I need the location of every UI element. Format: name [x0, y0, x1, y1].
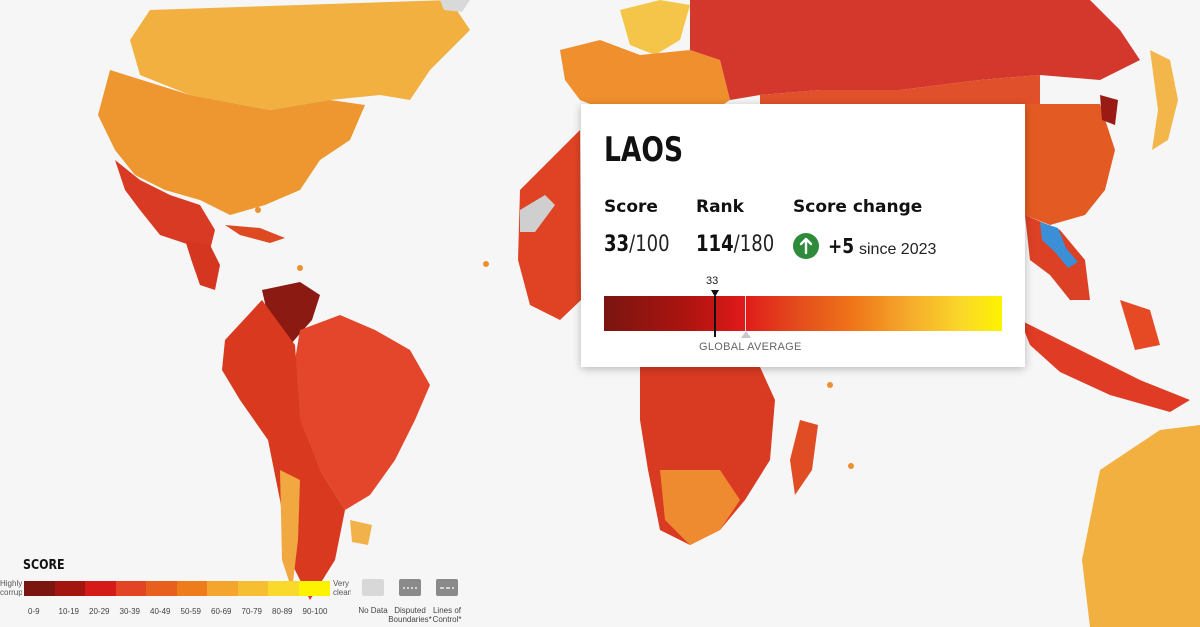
legend-swatch: [298, 581, 330, 596]
score-gradient-bar: [604, 296, 1002, 331]
score-marker-line: [714, 296, 716, 337]
country-north-korea[interactable]: [1100, 95, 1118, 125]
country-mexico[interactable]: [115, 160, 215, 250]
legend-bin-label: 50-59: [180, 607, 201, 616]
score-change-label: Score change: [793, 197, 923, 217]
island-marker[interactable]: [255, 207, 261, 213]
country-name: LAOS: [604, 130, 684, 170]
legend-swatch: [176, 581, 208, 596]
region-southern-cone[interactable]: [280, 470, 300, 590]
score-label: Score: [604, 197, 658, 217]
global-average-label: GLOBAL AVERAGE: [699, 341, 802, 353]
country-australia[interactable]: [1082, 425, 1200, 627]
island-marker[interactable]: [483, 261, 489, 267]
country-uruguay[interactable]: [350, 520, 372, 545]
region-canada-north[interactable]: [130, 0, 470, 110]
rank-value: 114/180: [696, 232, 775, 257]
legend-left-end: Highly corrupt: [0, 579, 22, 597]
global-average-line: [745, 296, 746, 331]
region-andes[interactable]: [222, 300, 345, 600]
country-china[interactable]: [1025, 104, 1115, 225]
region-central-asia[interactable]: [760, 75, 1040, 104]
legend-bin-label: 60-69: [211, 607, 232, 616]
region-southern-africa[interactable]: [660, 470, 740, 545]
country-madagascar[interactable]: [790, 420, 818, 495]
legend-bin-label: 20-29: [89, 607, 110, 616]
no-data-swatch: [362, 579, 384, 596]
legend-bin-label: 90-100: [302, 607, 328, 616]
region-central-america[interactable]: [185, 240, 220, 290]
score-marker-icon: [711, 290, 719, 297]
legend-swatch: [207, 581, 238, 596]
island-marker[interactable]: [827, 382, 833, 388]
region-indonesia[interactable]: [1020, 320, 1190, 412]
legend-swatch: [237, 581, 269, 596]
legend-swatch: [85, 581, 116, 596]
legend-swatch: [146, 581, 177, 596]
country-japan[interactable]: [1150, 50, 1178, 150]
country-laos-highlighted[interactable]: [1040, 222, 1078, 268]
region-scandinavia[interactable]: [620, 0, 690, 55]
legend-swatch: [24, 581, 55, 596]
rank-label: Rank: [696, 197, 744, 217]
country-brazil[interactable]: [290, 315, 430, 510]
legend-bin-label: 80-89: [272, 607, 293, 616]
score-change-since: since 2023: [859, 241, 937, 258]
legend-swatch: [115, 581, 147, 596]
country-russia[interactable]: [690, 0, 1140, 100]
island-marker[interactable]: [848, 463, 854, 469]
legend-disputed: Disputed Boundaries*: [388, 606, 432, 624]
score-change-value: +5: [828, 234, 855, 258]
global-average-marker: [741, 331, 751, 338]
region-southeast-asia[interactable]: [1025, 215, 1090, 300]
legend-swatch: [268, 581, 299, 596]
legend-lines-of-control: Lines of Control*: [432, 606, 462, 624]
score-value: 33/100: [604, 232, 670, 257]
legend-bin-label: 40-49: [150, 607, 171, 616]
legend-swatch: [54, 581, 86, 596]
country-usa[interactable]: [98, 70, 365, 215]
map-legend: SCORE Highly corrupt Very clean 0-9 10-19…: [0, 555, 480, 627]
legend-bin-label: 0-9: [28, 607, 40, 616]
region-west-africa[interactable]: [518, 130, 581, 320]
disputed-boundaries-icon: [399, 579, 421, 596]
legend-title: SCORE: [23, 558, 65, 573]
region-greenland[interactable]: [440, 0, 470, 12]
legend-right-end: Very clean: [333, 579, 351, 597]
arrow-up-icon: [793, 233, 819, 259]
region-western-sahara[interactable]: [520, 195, 555, 232]
legend-no-data: No Data: [358, 606, 388, 615]
legend-bin-label: 10-19: [58, 607, 79, 616]
legend-bin-label: 30-39: [119, 607, 140, 616]
island-marker[interactable]: [297, 265, 303, 271]
legend-bin-label: 70-79: [241, 607, 262, 616]
region-europe[interactable]: [560, 40, 730, 120]
score-marker-label: 33: [706, 275, 719, 287]
country-tooltip: LAOS Score 33/100 Rank 114/180 Score cha…: [581, 104, 1025, 367]
region-philippines[interactable]: [1120, 300, 1160, 350]
region-caribbean[interactable]: [225, 225, 285, 243]
lines-of-control-icon: [436, 579, 458, 596]
